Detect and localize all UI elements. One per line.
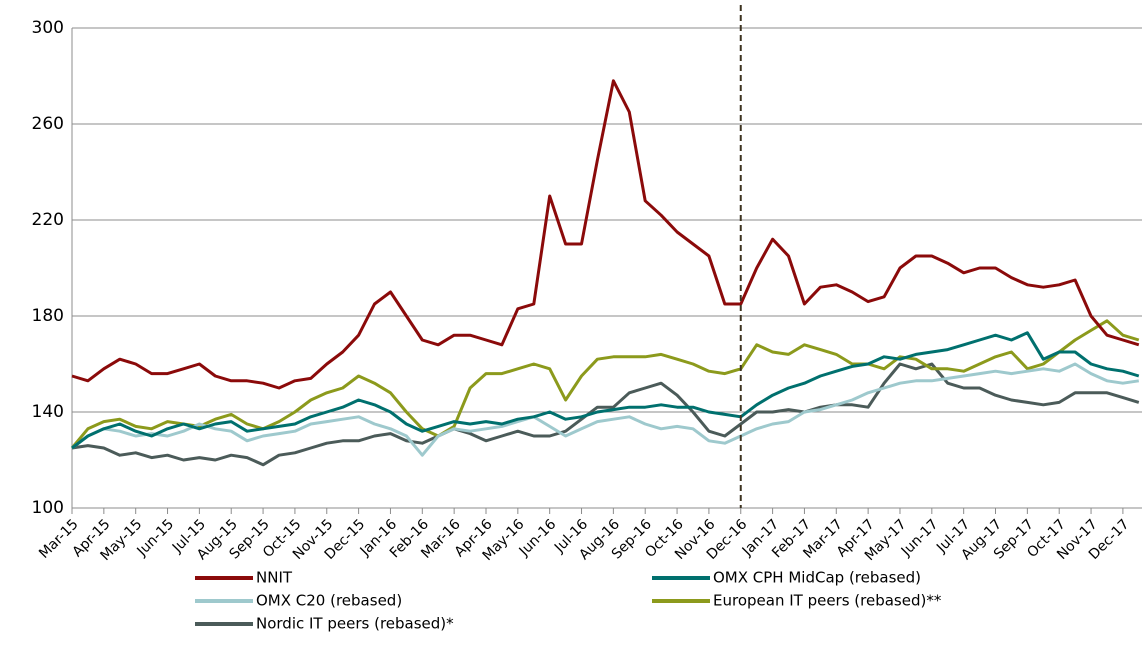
legend-label: OMX CPH MidCap (rebased) (713, 569, 921, 587)
series-line (70, 319, 1140, 449)
y-tick-label: 300 (32, 18, 64, 38)
series-line (71, 362, 1140, 457)
legend-label: European IT peers (rebased)** (713, 592, 942, 610)
legend-label: NNIT (256, 569, 293, 587)
series-line (71, 362, 1140, 467)
series-line (71, 331, 1140, 450)
legend-label: Nordic IT peers (rebased)* (256, 615, 454, 633)
y-tick-label: 260 (32, 114, 64, 134)
y-tick-label: 100 (32, 498, 64, 518)
y-tick-label: 140 (32, 402, 64, 422)
y-tick-label: 180 (32, 306, 64, 326)
series-line (71, 79, 1140, 390)
legend-label: OMX C20 (rebased) (256, 592, 402, 610)
y-tick-label: 220 (32, 210, 64, 230)
